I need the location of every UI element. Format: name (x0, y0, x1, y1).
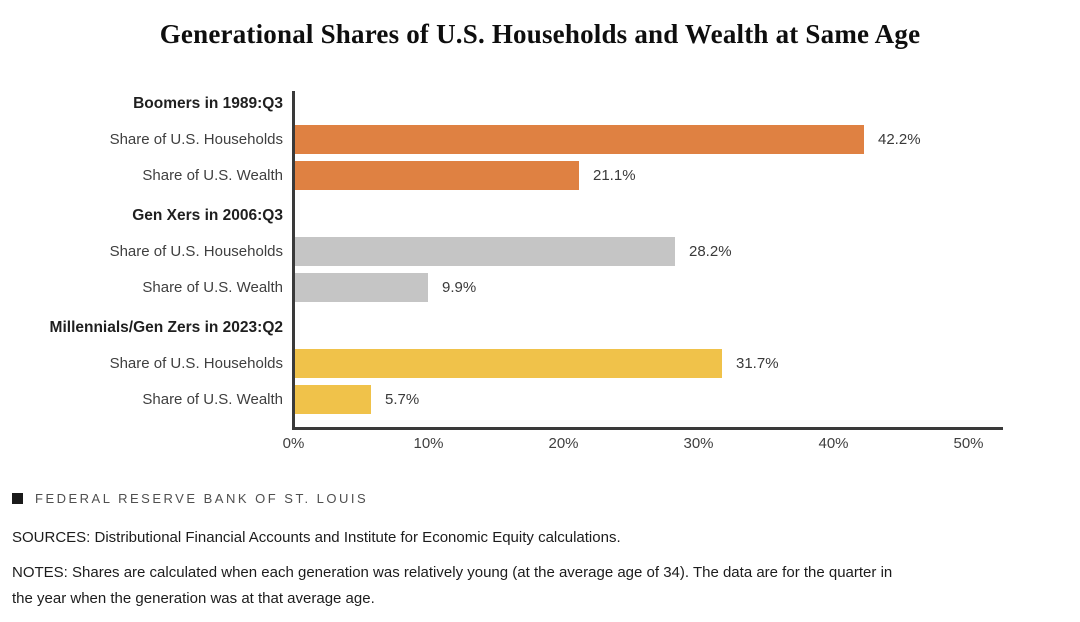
x-tick-label: 0% (282, 435, 305, 452)
chart-title: Generational Shares of U.S. Households a… (159, 19, 921, 49)
x-tick-label: 40% (818, 435, 849, 452)
chart-group: Gen Xers in 2006:Q3 Share of U.S. Househo… (0, 203, 1080, 302)
x-axis-line (292, 427, 1003, 430)
x-axis-tick-labels: 0% 10% 20% 30% 40% 50% (0, 435, 1080, 455)
bar (294, 125, 864, 154)
notes-text: NOTES: Shares are calculated when each g… (12, 564, 893, 607)
bar-label: Share of U.S. Households (109, 243, 283, 260)
bar-label: Share of U.S. Households (109, 131, 283, 148)
bar-value-label: 21.1% (593, 167, 636, 184)
bar-row: Share of U.S. Households 31.7% (0, 349, 1080, 378)
bar-row: Share of U.S. Households 28.2% (0, 237, 1080, 266)
x-tick-label: 10% (413, 435, 444, 452)
bar-label: Share of U.S. Wealth (142, 279, 283, 296)
bar-value-label: 5.7% (385, 391, 420, 408)
bar-value-label: 9.9% (442, 279, 477, 296)
x-tick-label: 20% (548, 435, 579, 452)
bar-value-label: 42.2% (878, 131, 921, 148)
group-header-row: Gen Xers in 2006:Q3 (0, 203, 1080, 229)
bar (294, 237, 675, 266)
bar-value-label: 28.2% (689, 243, 732, 260)
bar (294, 273, 428, 302)
group-label: Gen Xers in 2006:Q3 (132, 207, 283, 224)
bar-label: Share of U.S. Households (109, 355, 283, 372)
group-label: Boomers in 1989:Q3 (133, 95, 283, 112)
brand-line: FEDERAL RESERVE BANK OF ST. LOUIS (12, 491, 368, 506)
group-label: Millennials/Gen Zers in 2023:Q2 (49, 319, 283, 336)
bar-row: Share of U.S. Wealth 9.9% (0, 273, 1080, 302)
bar-row: Share of U.S. Wealth 21.1% (0, 161, 1080, 190)
bar-chart: Boomers in 1989:Q3 Share of U.S. Househol… (0, 91, 1080, 463)
chart-group: Boomers in 1989:Q3 Share of U.S. Househol… (0, 91, 1080, 190)
filled-square-icon (12, 493, 23, 504)
y-axis-line (292, 91, 295, 430)
bar (294, 385, 371, 414)
bar-label: Share of U.S. Wealth (142, 391, 283, 408)
bar (294, 161, 579, 190)
bar-row: Share of U.S. Wealth 5.7% (0, 385, 1080, 414)
bar-row: Share of U.S. Households 42.2% (0, 125, 1080, 154)
brand-text: FEDERAL RESERVE BANK OF ST. LOUIS (35, 491, 369, 506)
x-tick-label: 50% (953, 435, 984, 452)
bar-value-label: 31.7% (736, 355, 779, 372)
bar-label: Share of U.S. Wealth (142, 167, 283, 184)
group-header-row: Boomers in 1989:Q3 (0, 91, 1080, 117)
bar (294, 349, 722, 378)
sources-text: SOURCES: Distributional Financial Accoun… (12, 529, 621, 546)
chart-group: Millennials/Gen Zers in 2023:Q2 Share of … (0, 315, 1080, 414)
group-header-row: Millennials/Gen Zers in 2023:Q2 (0, 315, 1080, 341)
chart-rows: Boomers in 1989:Q3 Share of U.S. Househol… (0, 91, 1080, 414)
x-tick-label: 30% (683, 435, 714, 452)
